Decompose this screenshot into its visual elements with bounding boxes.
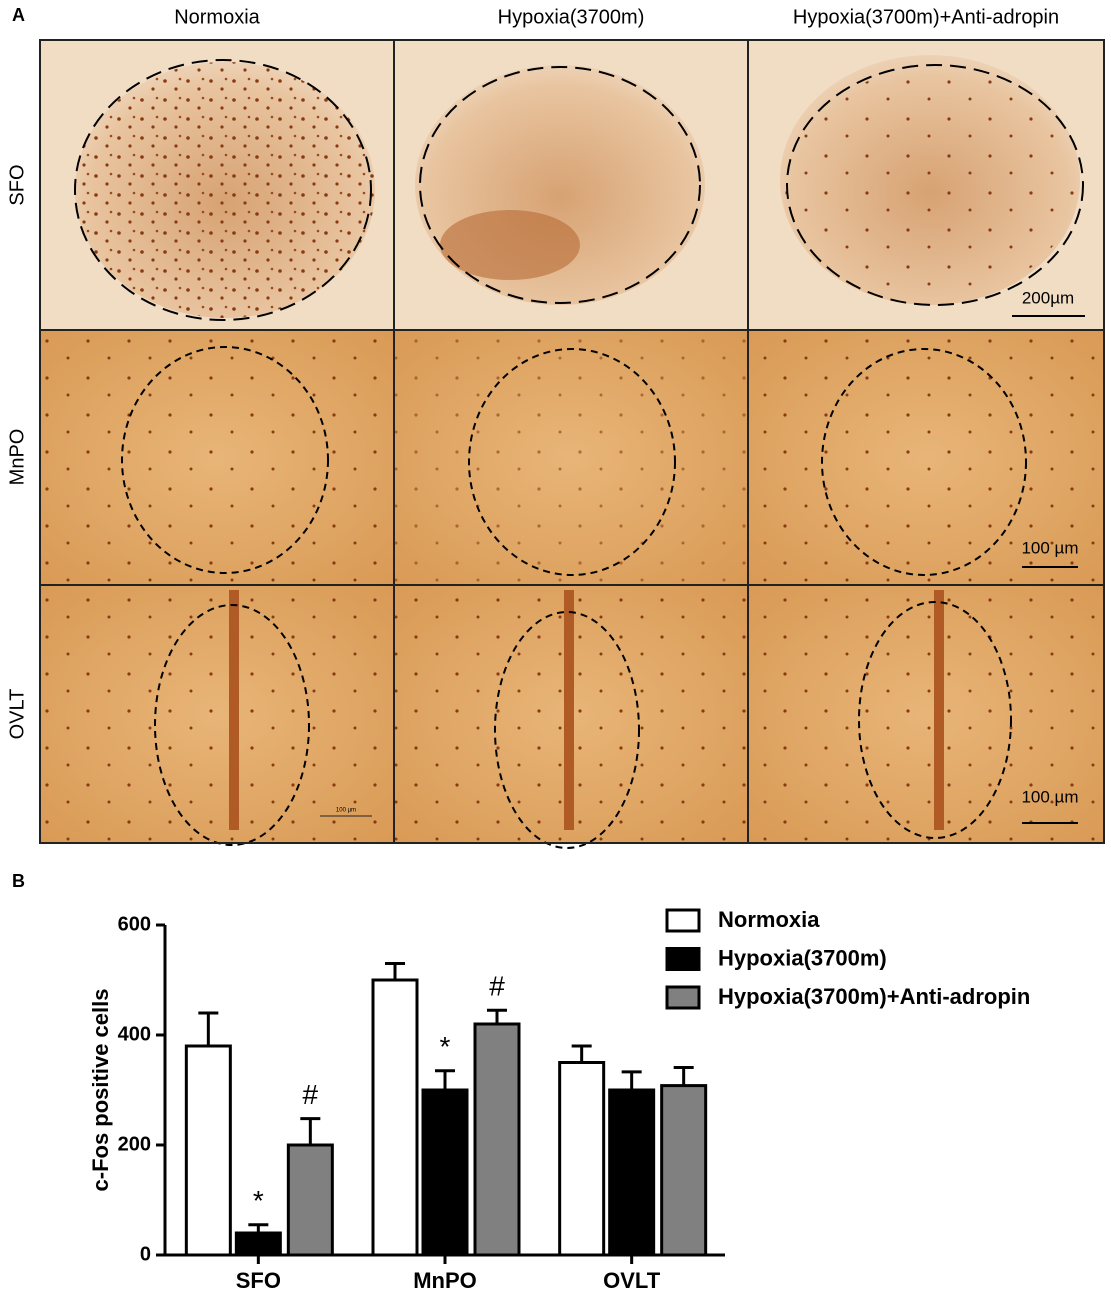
- bar: [608, 1088, 656, 1257]
- roi-outline: [121, 346, 329, 574]
- scale-bar-label: 100 µm: [1021, 538, 1078, 557]
- cells: [394, 330, 748, 585]
- cells: [75, 62, 375, 318]
- y-axis-label: c-Fos positive cells: [88, 989, 113, 1192]
- tissue: [440, 210, 580, 280]
- row-label: OVLT: [6, 689, 28, 740]
- cells: [748, 585, 1104, 843]
- ventricle: [934, 590, 944, 830]
- legend-swatch: [665, 985, 701, 1010]
- micrograph-grid: 200µm 100 µm 100 µm 100 µm: [39, 39, 1105, 849]
- roi-outline: [74, 59, 372, 321]
- x-tick-label: OVLT: [603, 1268, 661, 1293]
- y-tick-label: 0: [140, 1243, 151, 1265]
- row-label: MnPO: [6, 429, 28, 486]
- bar: [371, 978, 419, 1257]
- cells: [785, 70, 1075, 300]
- legend-swatch: [665, 908, 701, 933]
- row-label: SFO: [6, 164, 28, 205]
- bar: [286, 1143, 334, 1257]
- panel-label: B: [12, 871, 25, 891]
- column-title: Hypoxia(3700m): [498, 6, 645, 28]
- y-tick-label: 600: [118, 913, 151, 935]
- legend-label: Normoxia: [718, 907, 820, 932]
- y-tick-label: 200: [118, 1133, 151, 1155]
- grid-border: [39, 39, 1105, 844]
- ventricle: [564, 590, 574, 830]
- roi-outline: [786, 64, 1084, 306]
- cells: [40, 585, 394, 843]
- bar: [421, 1088, 469, 1257]
- significance-marker: #: [489, 971, 505, 1002]
- legend-swatch: [665, 947, 701, 971]
- legend-label: Hypoxia(3700m): [718, 945, 887, 970]
- roi-outline: [494, 611, 640, 849]
- x-tick-label: SFO: [236, 1268, 281, 1293]
- panel-label: A: [12, 5, 25, 25]
- scale-bar-label: 100 µm: [1021, 787, 1078, 806]
- significance-marker: *: [253, 1185, 264, 1216]
- roi-outline: [419, 66, 701, 304]
- cells: [40, 330, 394, 585]
- roi-outline: [154, 604, 310, 846]
- y-tick-label: 400: [118, 1023, 151, 1045]
- scale-bar-label: 100 µm: [336, 808, 356, 814]
- significance-marker: #: [303, 1079, 319, 1110]
- bar: [473, 1022, 521, 1257]
- bar: [234, 1231, 282, 1257]
- bar: [558, 1061, 606, 1257]
- column-title: Hypoxia(3700m)+Anti-adropin: [793, 6, 1059, 28]
- bar: [184, 1044, 232, 1257]
- roi-outline: [468, 348, 676, 576]
- x-tick-label: MnPO: [413, 1268, 477, 1293]
- column-title: Normoxia: [174, 6, 260, 28]
- roi-outline: [821, 348, 1027, 576]
- legend-label: Hypoxia(3700m)+Anti-adropin: [718, 984, 1030, 1009]
- scale-bar-label: 200µm: [1022, 288, 1074, 307]
- roi-outline: [858, 601, 1012, 839]
- ventricle: [229, 590, 239, 830]
- cells: [748, 330, 1104, 585]
- bar: [660, 1084, 708, 1257]
- significance-marker: *: [440, 1031, 451, 1062]
